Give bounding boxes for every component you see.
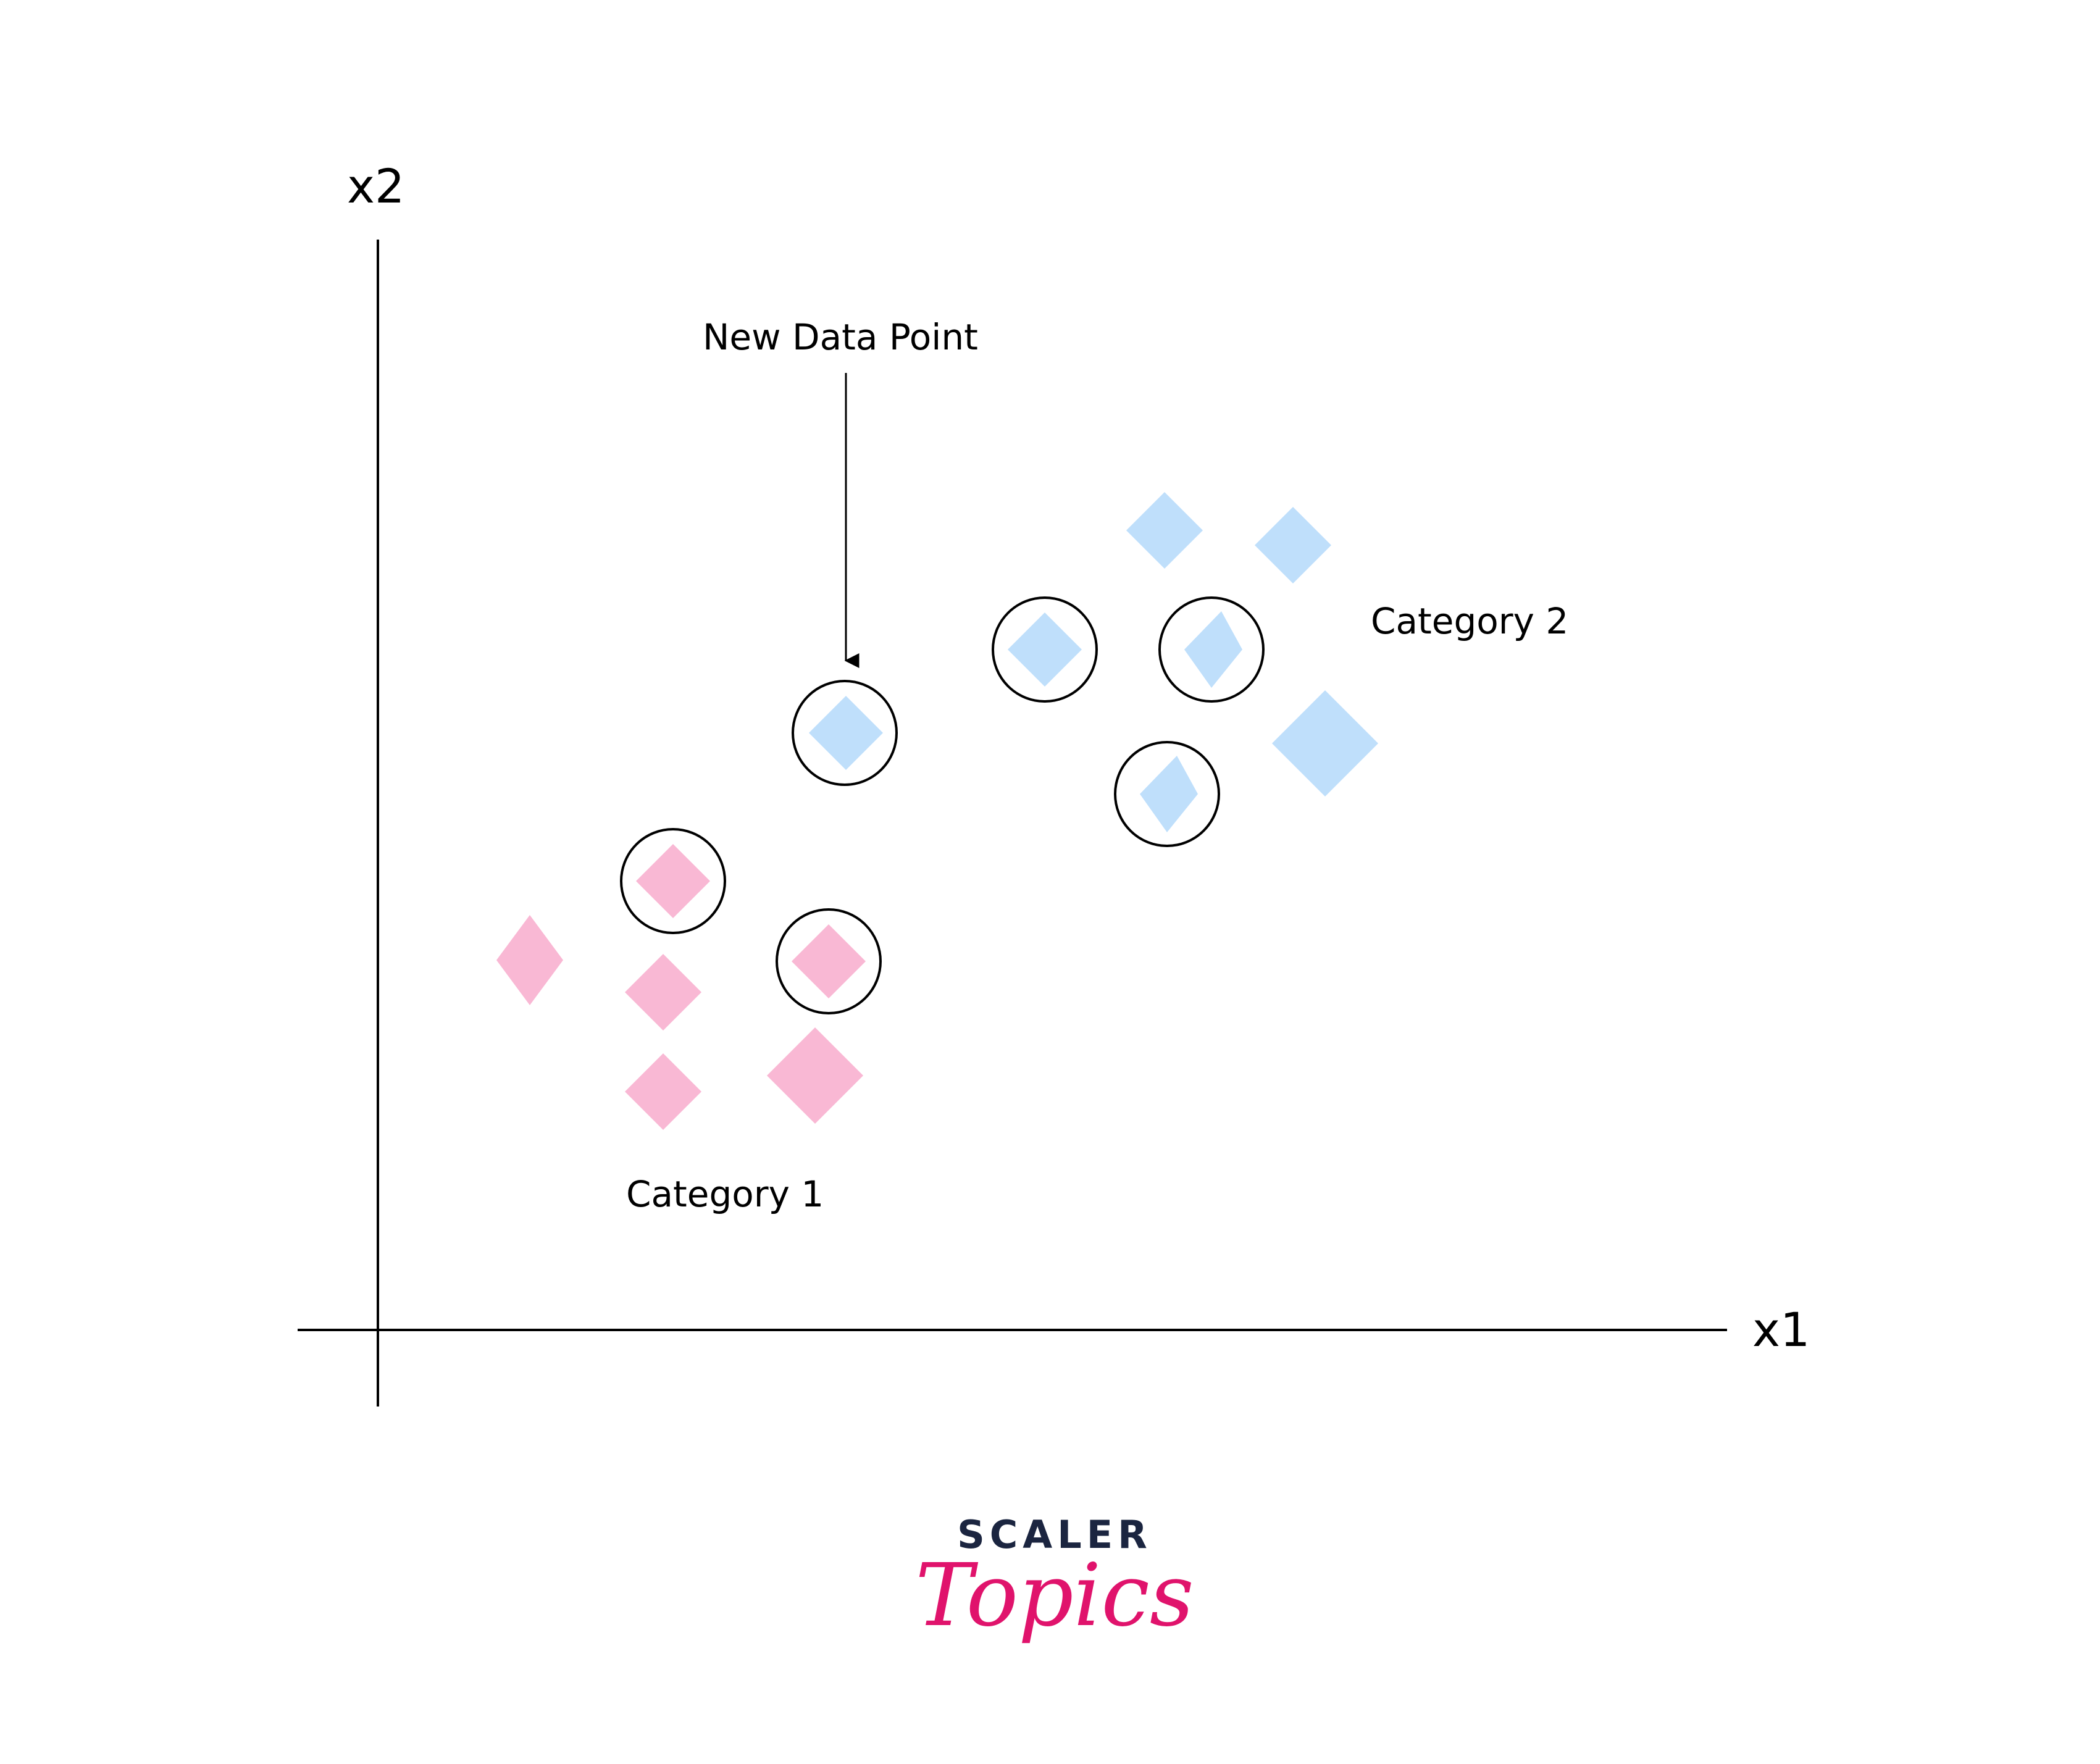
category-1-point — [625, 954, 701, 1030]
category-1-points — [496, 844, 866, 1130]
category-2-point — [1140, 756, 1198, 832]
neighbor-ring — [792, 680, 898, 786]
category-1-point — [625, 1053, 701, 1130]
logo-topics-text: Topics — [915, 1545, 1194, 1646]
category-1-point — [792, 924, 866, 998]
scaler-topics-logo: SCALER Topics — [915, 1512, 1194, 1646]
category-2-points — [1008, 492, 1378, 832]
category-2-point — [1126, 492, 1203, 569]
category-1-label: Category 1 — [626, 1173, 824, 1215]
y-axis-label: x2 — [347, 159, 404, 214]
neighbor-ring — [992, 596, 1098, 703]
category-1-point — [767, 1027, 863, 1124]
new-data-point-label: New Data Point — [703, 316, 978, 358]
category-2-point — [1008, 612, 1082, 687]
category-2-label: Category 2 — [1371, 600, 1568, 642]
neighbor-ring — [1114, 741, 1220, 847]
category-2-point — [1272, 690, 1378, 796]
new-data-point — [809, 696, 883, 770]
category-1-point — [636, 844, 710, 918]
category-2-point — [1184, 611, 1242, 688]
neighbor-ring — [1158, 596, 1265, 703]
category-1-point — [496, 915, 563, 1005]
category-2-point — [1255, 507, 1331, 583]
logo-scaler-text: SCALER — [957, 1512, 1152, 1557]
neighbor-ring — [776, 908, 882, 1014]
neighbor-ring — [620, 828, 726, 934]
x-axis-label: x1 — [1752, 1302, 1810, 1357]
